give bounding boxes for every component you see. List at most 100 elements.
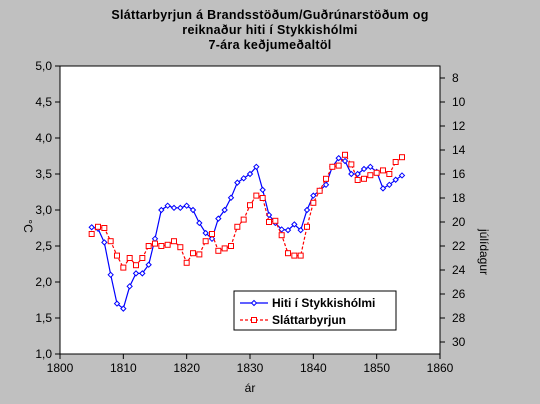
series-layer [88, 151, 406, 312]
point-slattur [386, 171, 393, 177]
point-slattur [145, 243, 152, 249]
point-hiti [341, 157, 349, 165]
point-slattur [310, 199, 317, 206]
x-tick-label: 1850 [363, 361, 390, 375]
point-slattur [126, 255, 133, 261]
point-hiti [164, 202, 171, 209]
point-slattur [247, 202, 253, 209]
point-hiti [215, 215, 222, 222]
point-slattur [152, 240, 158, 247]
point-hiti [120, 305, 127, 312]
point-hiti [246, 170, 254, 178]
point-hiti [183, 202, 190, 209]
point-slattur [177, 244, 184, 251]
point-slattur [342, 151, 348, 158]
y-left-tick-label: 4,5 [35, 95, 52, 109]
point-slattur [209, 231, 215, 237]
y-right-tick-label: 28 [452, 311, 466, 325]
point-hiti [139, 270, 146, 277]
x-tick-label: 1820 [173, 361, 200, 375]
title-line-3: 7-ára keðjumeðaltöl [208, 38, 332, 52]
point-hiti [177, 204, 184, 212]
y-axis-right-title: júlídagur [477, 228, 491, 275]
y-left-tick-label: 1,5 [35, 311, 52, 325]
point-slattur [291, 252, 298, 259]
chart-title: Sláttarbyrjun á Brandsstöðum/Guðrúnarstö… [0, 8, 540, 53]
point-hiti [240, 175, 247, 182]
point-slattur [171, 238, 177, 245]
y-left-tick-label: 3,5 [35, 167, 52, 181]
point-hiti [348, 170, 355, 178]
y-right-tick-label: 30 [452, 335, 466, 349]
point-slattur [164, 241, 171, 248]
point-hiti [189, 206, 197, 214]
x-axis: 1800 1810 1820 1830 1840 1850 1860 [47, 354, 454, 375]
point-slattur [316, 187, 323, 194]
point-slattur [88, 231, 95, 237]
point-hiti [158, 206, 165, 214]
x-tick-label: 1810 [110, 361, 137, 375]
point-slattur [335, 162, 342, 169]
y-axis-left-title: °C [21, 219, 35, 233]
y-axis-left: 1,0 1,5 2,0 2,5 3,0 3,5 4,0 4,5 5,0 [35, 59, 60, 361]
point-slattur [234, 223, 241, 230]
point-slattur [228, 243, 234, 249]
point-slattur [259, 195, 266, 201]
y-right-tick-label: 8 [452, 71, 459, 85]
point-slattur [107, 238, 114, 245]
point-slattur [215, 247, 222, 254]
x-tick-label: 1830 [237, 361, 264, 375]
point-hiti [398, 172, 406, 179]
point-slattur [266, 219, 272, 225]
y-right-tick-label: 26 [452, 287, 466, 301]
point-hiti [113, 300, 121, 307]
y-right-tick-label: 22 [452, 239, 466, 253]
point-hiti [101, 239, 108, 246]
point-hiti [196, 219, 203, 227]
legend-label-slattur: Sláttarbyrjun [272, 313, 346, 327]
point-hiti [392, 176, 399, 183]
point-slattur [133, 262, 139, 269]
point-slattur [114, 252, 120, 259]
point-slattur [253, 192, 260, 199]
point-hiti [310, 192, 317, 199]
point-slattur [361, 175, 367, 182]
point-slattur [202, 238, 209, 245]
point-hiti [126, 283, 133, 290]
y-right-tick-label: 16 [452, 167, 466, 181]
point-slattur [297, 252, 304, 259]
y-left-tick-label: 1,0 [35, 347, 52, 361]
y-left-tick-label: 2,0 [35, 275, 52, 289]
point-hiti [132, 270, 140, 277]
point-slattur [373, 169, 380, 176]
point-slattur [221, 245, 228, 252]
point-hiti [145, 261, 152, 268]
point-hiti [297, 226, 304, 234]
point-hiti [107, 271, 114, 279]
point-slattur [399, 154, 405, 161]
point-slattur [139, 255, 146, 261]
legend-label-hiti: Hiti í Stykkishólmi [272, 296, 375, 310]
legend-marker-hiti [250, 299, 258, 307]
point-slattur [380, 167, 386, 174]
point-slattur [95, 223, 101, 230]
point-hiti [379, 185, 387, 192]
point-hiti [360, 165, 368, 173]
title-line-2: reiknaður hiti í Stykkishólmi [182, 23, 358, 37]
point-slattur [196, 251, 203, 258]
point-slattur [354, 177, 361, 183]
point-hiti [259, 186, 266, 194]
point-slattur [190, 250, 196, 257]
point-hiti [227, 194, 235, 201]
y-right-tick-label: 20 [452, 215, 466, 229]
point-slattur [183, 259, 190, 266]
point-hiti [88, 224, 95, 231]
point-hiti [291, 221, 298, 228]
point-hiti [367, 163, 374, 171]
point-hiti [386, 181, 393, 189]
point-hiti [303, 206, 311, 214]
point-slattur [101, 225, 108, 231]
point-slattur [272, 217, 279, 224]
point-slattur [392, 159, 399, 165]
legend-marker-slattur [251, 317, 257, 323]
